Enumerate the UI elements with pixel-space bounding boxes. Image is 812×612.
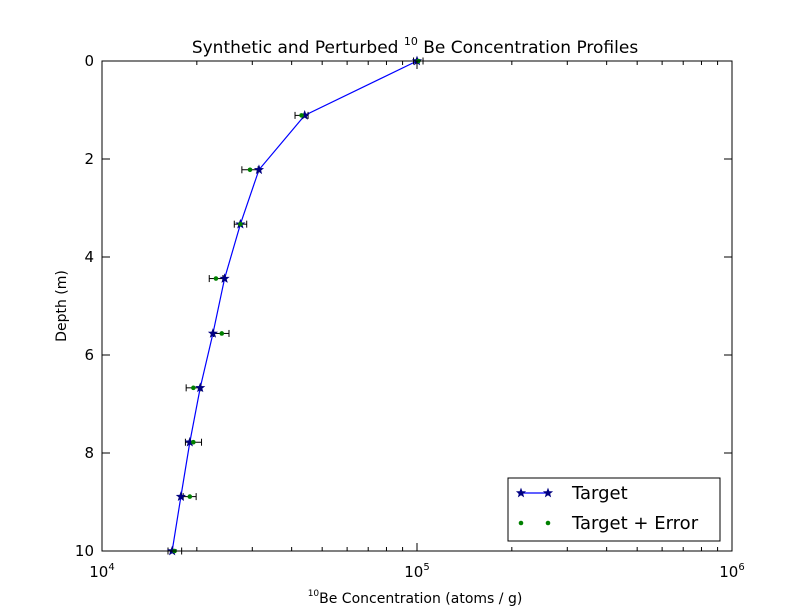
target-error-point	[187, 494, 193, 499]
legend-target-star-left	[515, 487, 527, 498]
x-tick-label: 104	[89, 562, 114, 581]
x-tick-label: 106	[719, 562, 744, 581]
axes-frame	[101, 60, 733, 552]
target-point	[207, 328, 219, 338]
plot-marks	[167, 55, 424, 556]
target-point	[175, 491, 186, 501]
y-tick-label: 6	[84, 346, 94, 364]
y-tick-label: 2	[84, 150, 94, 168]
y-tick-label: 10	[75, 542, 94, 560]
chart-title-sup: 10	[404, 35, 418, 48]
target-error-point	[247, 167, 253, 173]
y-axis-label: Depth (m)	[54, 270, 70, 342]
legend-target-star-right	[542, 487, 554, 498]
legend-swatches	[515, 487, 554, 526]
legend-target-error-dot-left	[518, 520, 524, 526]
legend-target-error-dot-right	[545, 520, 551, 526]
chart-title: Synthetic and Perturbed 10 Be Concentrat…	[192, 35, 638, 58]
target-point	[253, 164, 265, 175]
target-point	[195, 382, 206, 393]
x-tick-label: 105	[404, 562, 429, 581]
legend-label-target: Target	[571, 483, 628, 504]
y-tick-label: 4	[84, 248, 94, 266]
target-error-point	[213, 276, 219, 281]
target-error-point	[191, 439, 196, 445]
legend-box	[507, 477, 721, 542]
legend-label-target-error: Target + Error	[571, 513, 699, 534]
chart-title-prefix: Synthetic and Perturbed	[192, 38, 404, 58]
target-error-point	[299, 113, 304, 118]
axis-ticks: 104 105 106 0 2 4 6 8 10	[75, 52, 745, 581]
chart-title-suffix: Be Concentration Profiles	[418, 38, 638, 58]
legend: Target Target + Error	[507, 477, 721, 542]
target-point	[219, 273, 230, 283]
target-error-point	[238, 221, 243, 227]
target-error-point	[191, 385, 196, 391]
x-axis-label-text: Be Concentration (atoms / g)	[319, 591, 522, 607]
y-tick-label: 0	[84, 52, 94, 70]
x-axis-label: 10Be Concentration (atoms / g)	[308, 589, 523, 607]
target-series-line	[171, 60, 418, 552]
x-axis-label-sup: 10	[308, 589, 320, 599]
target-error-point	[219, 331, 225, 336]
y-tick-label: 8	[84, 444, 94, 462]
